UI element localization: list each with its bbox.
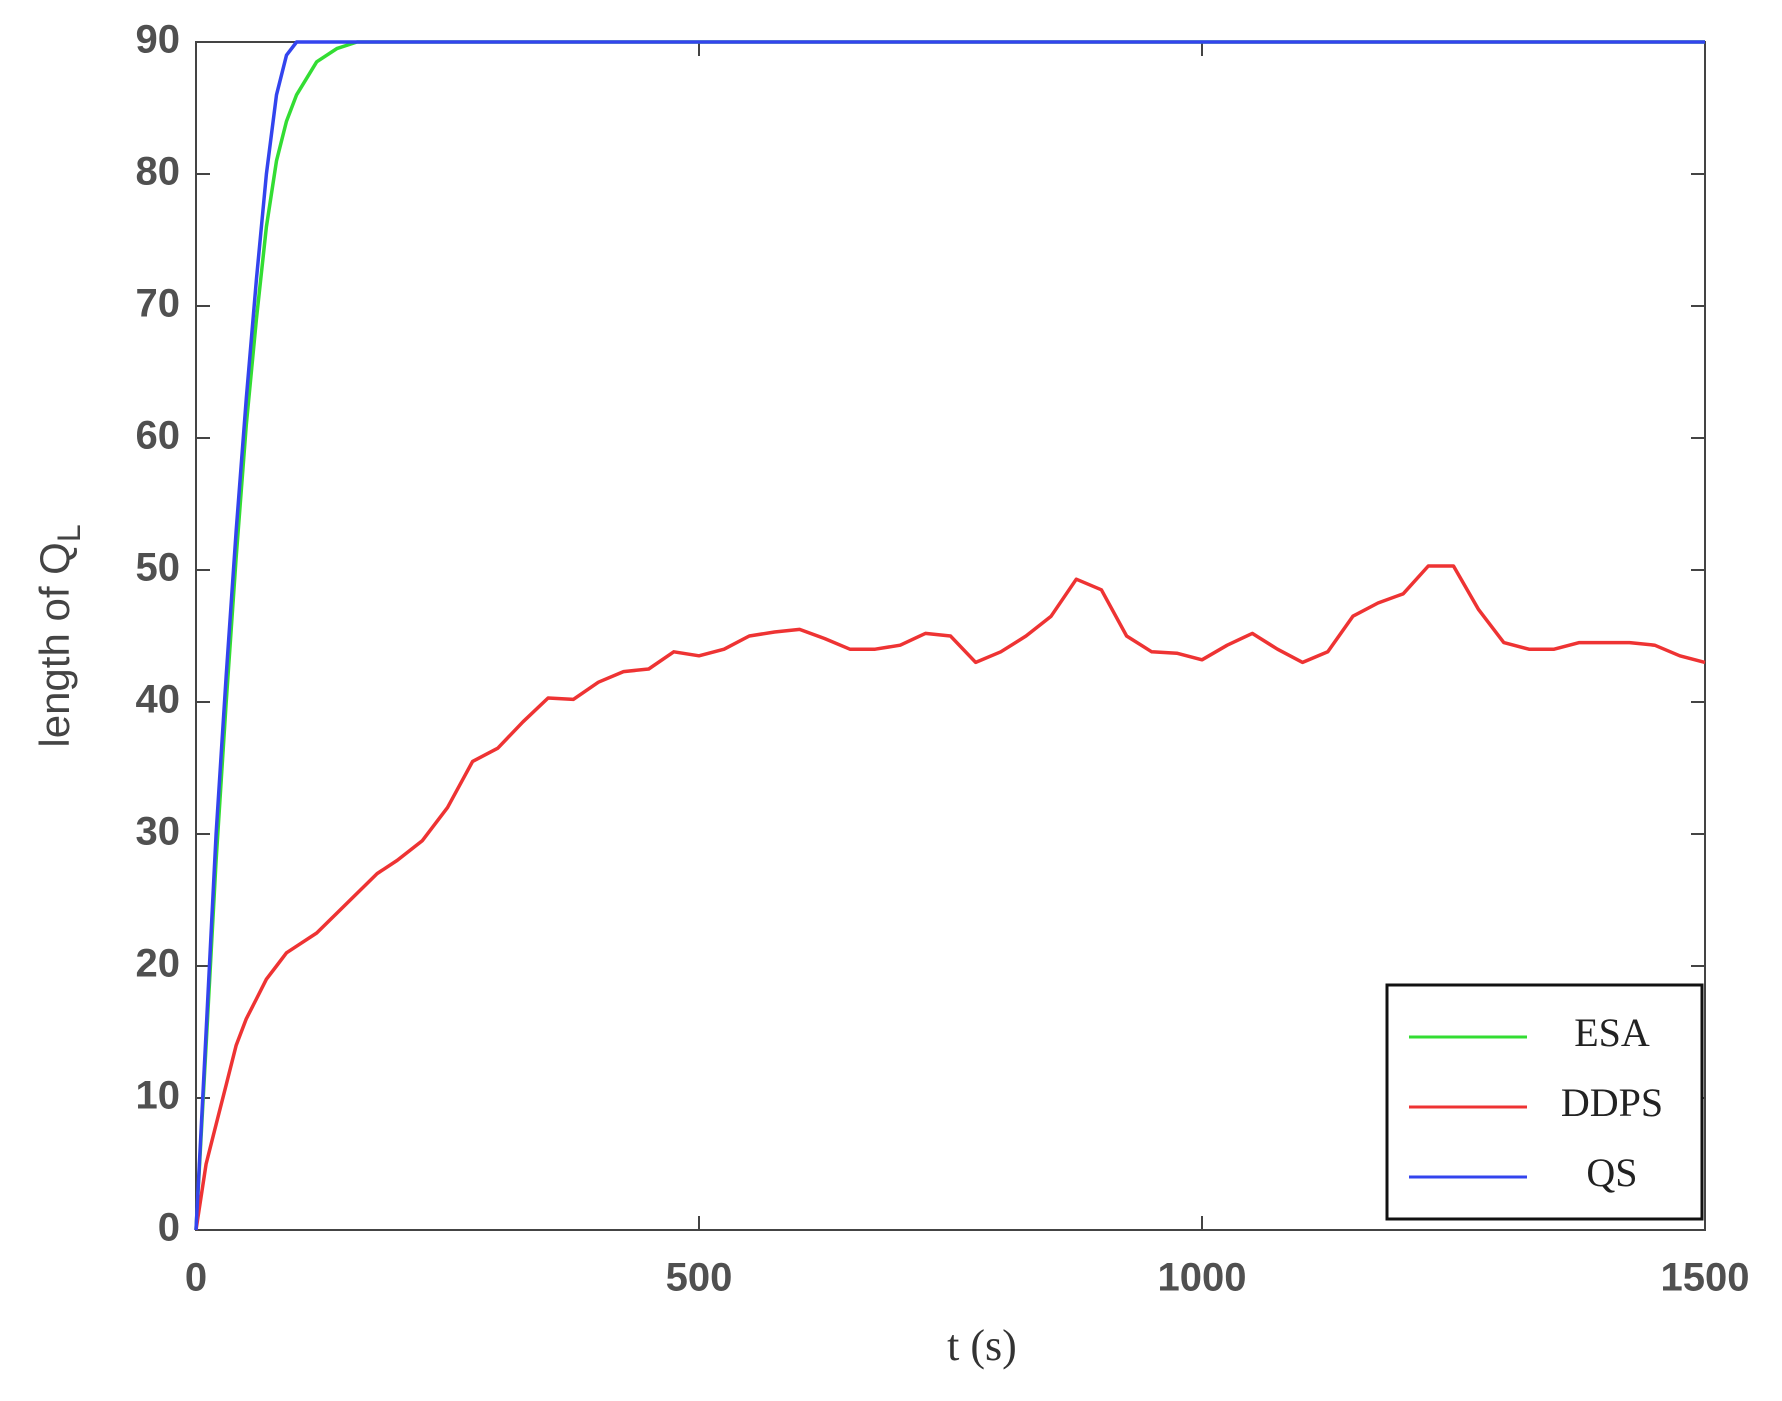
y-tick-label: 80: [136, 150, 181, 194]
y-tick-label: 20: [136, 942, 181, 986]
y-tick-label: 70: [136, 282, 181, 326]
y-axis-label-subscript: L: [51, 524, 87, 542]
legend-label: ESA: [1574, 1010, 1650, 1055]
x-tick-label: 1000: [1158, 1256, 1247, 1300]
y-tick-label: 60: [136, 414, 181, 458]
x-axis-label: t (s): [947, 1321, 1017, 1370]
y-tick-label: 40: [136, 678, 181, 722]
y-tick-label: 0: [158, 1206, 180, 1250]
x-tick-label: 500: [666, 1256, 733, 1300]
y-tick-label: 90: [136, 18, 181, 62]
legend-label: DDPS: [1561, 1080, 1663, 1125]
x-tick-label: 0: [185, 1256, 207, 1300]
y-axis-label: length of QL: [31, 524, 87, 747]
y-axis-label-main: length of Q: [31, 542, 78, 747]
legend-label: QS: [1586, 1150, 1637, 1195]
legend-box: [1385, 983, 1704, 1221]
y-tick-label: 50: [136, 546, 181, 590]
y-tick-label: 10: [136, 1074, 181, 1118]
series-line: [194, 40, 1705, 1231]
series-line: [194, 564, 1706, 1231]
y-tick-label: 30: [136, 810, 181, 854]
x-tick-label: 1500: [1661, 1256, 1750, 1300]
